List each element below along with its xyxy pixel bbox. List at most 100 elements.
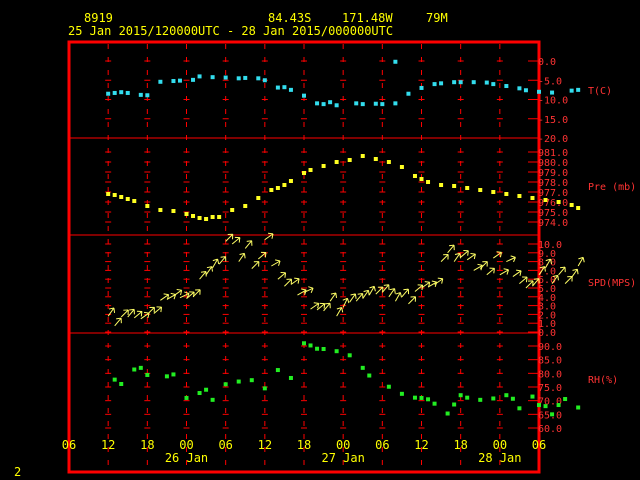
wind-barb-shaft [545, 258, 551, 269]
station-lat: 84.43S [268, 11, 311, 25]
humidity-point [367, 373, 372, 378]
humidity-point [112, 377, 117, 382]
temperature-point [197, 74, 202, 79]
wind-barb-shaft [127, 309, 135, 318]
pressure-point [419, 177, 424, 181]
x-tick-label: 18 [297, 438, 311, 452]
wind-barb-shaft [120, 309, 129, 318]
y-tick-label: 976.0 [538, 198, 568, 209]
y-tick-label: 4.0 [538, 293, 556, 304]
x-date-label: 27 Jan [321, 451, 364, 465]
wind-barb [349, 293, 357, 303]
wind-barb-shaft [493, 251, 502, 259]
humidity-point [419, 395, 424, 400]
temperature-point [177, 78, 182, 83]
wind-barb-head [140, 311, 143, 317]
humidity-point [445, 411, 450, 416]
wind-barb [316, 302, 326, 311]
pressure-point [426, 180, 431, 184]
x-date-label: 26 Jan [165, 451, 208, 465]
wind-barb-head [239, 252, 245, 255]
pressure-point [132, 199, 137, 203]
wind-barb-shaft [153, 306, 162, 314]
humidity-point [204, 387, 209, 392]
wind-barb-head [477, 263, 483, 266]
wind-barb-head [170, 292, 176, 295]
wind-barb [408, 296, 417, 305]
wind-barb-head [217, 258, 220, 265]
temperature-point [112, 90, 117, 95]
wind-barb-head [323, 303, 326, 309]
wind-barb [277, 272, 287, 280]
wind-barb-shaft [205, 266, 213, 276]
wind-barb-shaft [388, 288, 396, 298]
wind-barb-shaft [212, 258, 219, 269]
wind-barb-shaft [453, 253, 461, 262]
wind-barb [493, 251, 502, 259]
humidity-point [223, 382, 228, 387]
wind-barb-head [206, 266, 212, 269]
humidity-point [537, 403, 541, 408]
humidity-point [138, 365, 143, 370]
temperature-point [106, 91, 111, 96]
wind-barb-head [264, 252, 267, 258]
temperature-point [504, 84, 509, 89]
y-tick-label: 980.0 [538, 158, 568, 169]
pressure-point [452, 184, 457, 188]
wind-barb-head [394, 288, 396, 294]
humidity-point [386, 384, 391, 389]
pressure-point [543, 198, 548, 202]
wind-barb-shaft [264, 233, 274, 241]
wind-barb [532, 278, 540, 287]
station-lon: 171.48W [342, 11, 393, 25]
y-tick-label: 2.0 [538, 310, 556, 321]
temperature-point [321, 102, 326, 107]
humidity-point [432, 401, 437, 406]
wind-barb-shaft [349, 293, 356, 303]
wind-barb-head [459, 253, 462, 259]
x-tick-label: 18 [453, 438, 467, 452]
temperature-point [125, 90, 130, 95]
wind-barb-head [373, 286, 376, 292]
wind-barb-head [493, 268, 495, 274]
wind-barb [499, 268, 509, 276]
wind-barb-shaft [355, 293, 364, 302]
wind-barb-head [582, 257, 585, 263]
wind-barb [571, 268, 579, 278]
wind-barb-shaft [558, 266, 566, 276]
humidity-point [504, 393, 509, 398]
wind-barb-shaft [199, 271, 207, 280]
wind-barb-shaft [564, 276, 573, 284]
wind-barb [212, 258, 220, 269]
wind-barb-shaft [414, 284, 423, 292]
temperature-point [354, 101, 359, 106]
wind-barb-shaft [440, 254, 449, 262]
wind-barb-shaft [284, 278, 292, 287]
pressure-point [171, 209, 176, 213]
pressure-point [125, 197, 130, 201]
pressure-point [119, 195, 124, 199]
wind-barb-head [160, 307, 163, 313]
series-label: SPD(MPS) [588, 278, 636, 289]
temperature-point [302, 93, 306, 98]
humidity-point [184, 395, 189, 400]
wind-barb [401, 288, 410, 298]
pressure-point [256, 196, 261, 200]
temperature-point [243, 75, 248, 80]
wind-barb [434, 277, 444, 285]
y-tick-label: 6.0 [538, 275, 556, 286]
temperature-point [360, 102, 365, 107]
y-tick-label: 60.0 [538, 424, 562, 435]
wind-barb-head [180, 290, 183, 296]
wind-barb [225, 233, 234, 242]
humidity-point [275, 368, 280, 373]
temperature-point [145, 93, 150, 98]
wind-barb-shaft [277, 272, 286, 280]
pressure-point [321, 164, 326, 168]
pressure-point [243, 204, 248, 208]
wind-barb-shaft [551, 275, 559, 284]
wind-barb-shaft [408, 296, 416, 305]
pressure-point [399, 165, 404, 169]
wind-barb-shaft [186, 291, 195, 299]
y-tick-label: 7.0 [538, 266, 556, 277]
